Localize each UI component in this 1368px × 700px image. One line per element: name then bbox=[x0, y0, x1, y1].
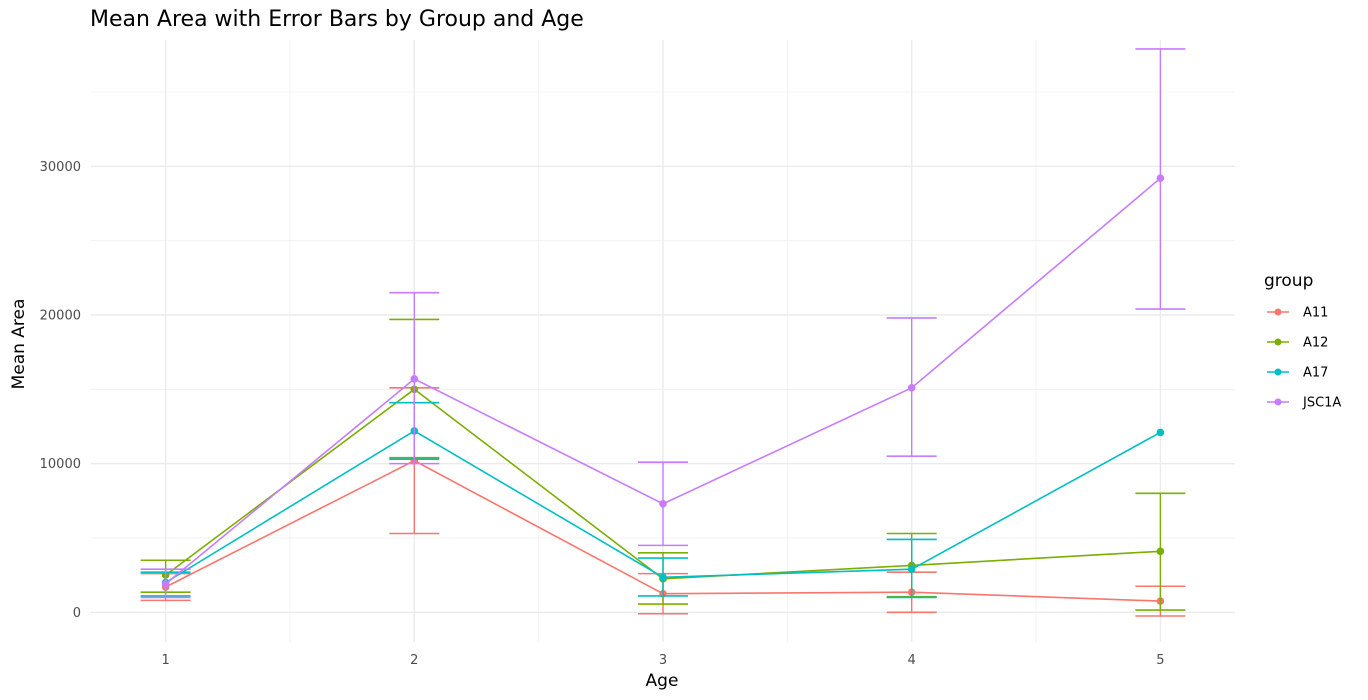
x-tick-label: 5 bbox=[1156, 653, 1164, 668]
legend-item-a17: A17 bbox=[1267, 366, 1328, 381]
legend-key-point bbox=[1274, 398, 1282, 406]
legend-label: A17 bbox=[1303, 366, 1328, 381]
data-point bbox=[410, 375, 419, 383]
tick-labels: 1 2 3 4 5 0 10000 20000 30000 bbox=[40, 160, 1165, 668]
legend-key-point bbox=[1274, 368, 1282, 376]
y-tick-label: 20000 bbox=[40, 308, 81, 323]
y-tick-label: 10000 bbox=[40, 457, 81, 472]
y-tick-label: 0 bbox=[73, 606, 81, 621]
data-point bbox=[161, 580, 170, 588]
legend-key-point bbox=[1274, 308, 1282, 316]
series-jsc1a bbox=[140, 48, 1186, 599]
x-tick-label: 2 bbox=[410, 653, 418, 668]
y-axis-title: Mean Area bbox=[9, 299, 29, 390]
data-point bbox=[1156, 428, 1165, 437]
legend-label: JSC1A bbox=[1302, 396, 1341, 411]
y-tick-label: 30000 bbox=[40, 160, 81, 175]
data-point bbox=[907, 384, 916, 392]
legend: group A11 A12 A17 JSC1A bbox=[1264, 271, 1341, 411]
legend-title: group bbox=[1264, 271, 1313, 291]
legend-item-a12: A12 bbox=[1267, 336, 1328, 351]
legend-item-a11: A11 bbox=[1267, 306, 1328, 321]
x-tick-label: 3 bbox=[659, 653, 667, 668]
data-point bbox=[907, 565, 916, 573]
chart-title: Mean Area with Error Bars by Group and A… bbox=[90, 7, 584, 32]
legend-label: A12 bbox=[1303, 336, 1328, 351]
x-tick-label: 4 bbox=[908, 653, 916, 668]
data-point bbox=[1156, 547, 1165, 556]
legend-item-jsc1a: JSC1A bbox=[1267, 396, 1341, 411]
legend-label: A11 bbox=[1303, 306, 1328, 321]
x-tick-label: 1 bbox=[161, 653, 169, 668]
legend-key-point bbox=[1274, 338, 1282, 346]
data-point bbox=[659, 573, 667, 582]
data-point bbox=[1156, 174, 1165, 183]
series-a17 bbox=[140, 401, 1165, 599]
data-point bbox=[659, 499, 667, 508]
series-layer bbox=[140, 48, 1186, 617]
grid bbox=[91, 40, 1235, 642]
x-axis-title: Age bbox=[646, 671, 679, 691]
